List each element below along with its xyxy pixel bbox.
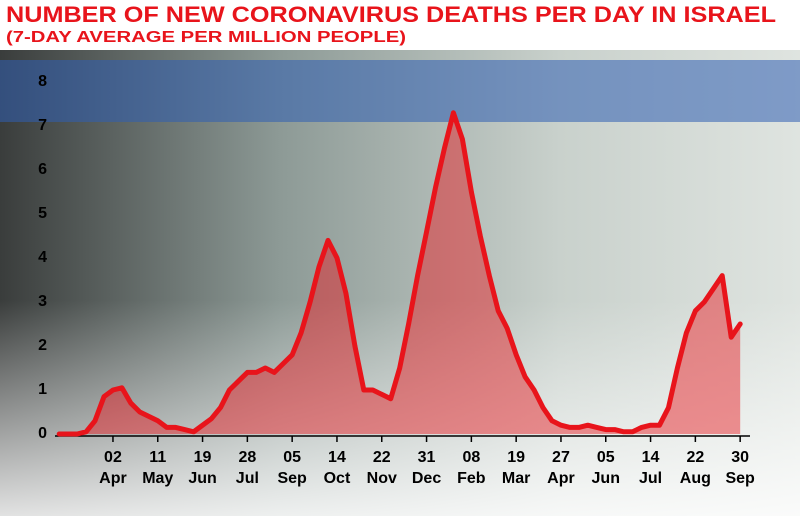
x-tick-day: 22 — [373, 449, 391, 466]
y-tick-label: 3 — [38, 293, 47, 310]
x-tick-day: 19 — [194, 449, 212, 466]
x-tick-day: 22 — [686, 449, 704, 466]
x-tick-month: Sep — [725, 470, 755, 487]
title-bar — [0, 0, 800, 50]
x-tick-month: Jun — [592, 470, 620, 487]
y-tick-label: 5 — [38, 205, 47, 222]
line — [56, 110, 743, 437]
x-tick-day: 05 — [597, 449, 615, 466]
flag-stripe — [0, 60, 800, 122]
x-tick-day: 19 — [507, 449, 525, 466]
x-tick-month: Jul — [639, 470, 662, 487]
x-tick-month: Sep — [277, 470, 307, 487]
x-tick-month: Feb — [457, 470, 486, 487]
x-tick-day: 08 — [462, 449, 480, 466]
x-tick-month: Dec — [412, 470, 441, 487]
x-tick-day: 14 — [642, 449, 660, 466]
chart-title: NUMBER OF NEW CORONAVIRUS DEATHS PER DAY… — [6, 2, 776, 27]
x-tick-day: 30 — [731, 449, 749, 466]
y-tick-label: 1 — [38, 381, 47, 398]
x-tick-month: Oct — [324, 470, 351, 487]
y-tick-label: 6 — [38, 161, 47, 178]
x-tick-month: May — [142, 470, 173, 487]
x-tick-month: Mar — [502, 470, 530, 487]
y-tick-label: 2 — [38, 337, 47, 354]
x-tick-day: 02 — [104, 449, 122, 466]
x-tick-month: Aug — [680, 470, 711, 487]
x-tick-month: Jul — [236, 470, 259, 487]
x-tick-day: 27 — [552, 449, 570, 466]
y-tick-label: 4 — [38, 249, 47, 266]
x-tick-day: 05 — [283, 449, 301, 466]
x-tick-month: Apr — [99, 470, 127, 487]
x-tick-day: 28 — [238, 449, 256, 466]
x-tick-day: 14 — [328, 449, 346, 466]
x-tick-month: Jun — [188, 470, 216, 487]
x-tick-day: 11 — [149, 449, 166, 466]
y-tick-label: 0 — [38, 425, 47, 442]
x-tick-month: Nov — [367, 470, 397, 487]
x-tick-day: 31 — [418, 449, 436, 466]
x-tick-month: Apr — [547, 470, 575, 487]
y-tick-label: 7 — [38, 117, 47, 134]
chart-subtitle: (7-DAY AVERAGE PER MILLION PEOPLE) — [6, 29, 406, 46]
y-tick-label: 8 — [38, 73, 47, 90]
